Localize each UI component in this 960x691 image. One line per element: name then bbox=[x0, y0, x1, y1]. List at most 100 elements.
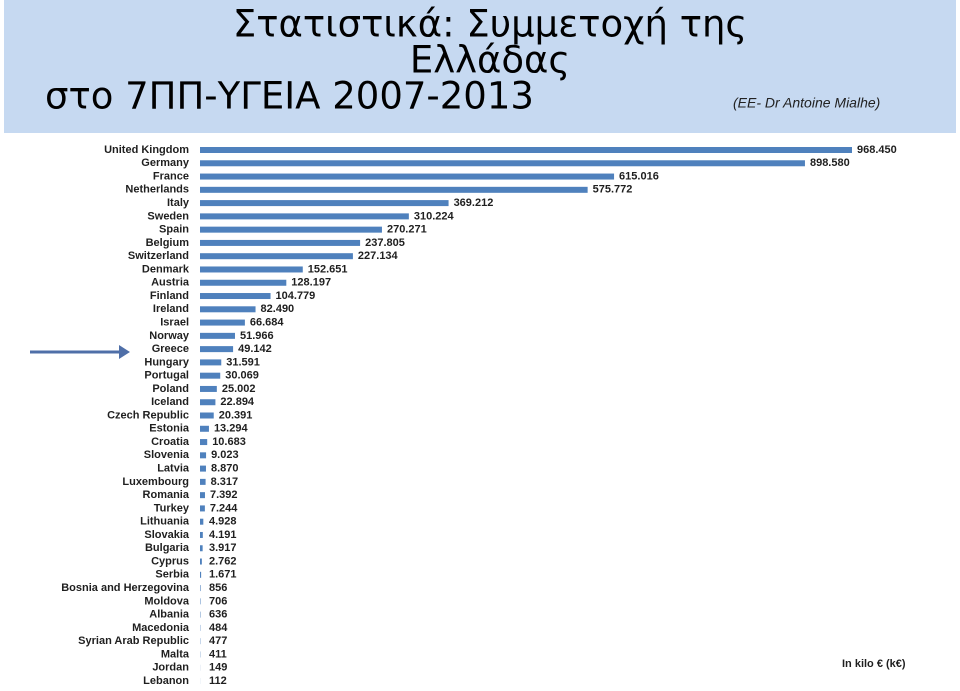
bar bbox=[200, 279, 287, 286]
category-label: Luxembourg bbox=[122, 476, 189, 488]
bar bbox=[200, 186, 588, 193]
bar bbox=[200, 531, 203, 538]
value-label: 8.317 bbox=[211, 476, 239, 488]
bar bbox=[200, 465, 206, 472]
category-label: Hungary bbox=[144, 356, 190, 368]
bar bbox=[200, 200, 449, 207]
bar bbox=[200, 545, 203, 552]
category-label: Lithuania bbox=[140, 516, 190, 528]
greece-arrow bbox=[30, 345, 130, 359]
bar bbox=[200, 147, 852, 153]
bar bbox=[200, 253, 353, 260]
value-label: 22.894 bbox=[220, 396, 255, 408]
bar bbox=[200, 412, 214, 419]
value-label: 856 bbox=[209, 582, 227, 594]
category-label: Austria bbox=[151, 277, 190, 289]
unit-note: In kilo € (k€) bbox=[842, 658, 906, 670]
category-label: Croatia bbox=[151, 436, 190, 448]
category-label: Norway bbox=[149, 330, 190, 342]
value-label: 237.805 bbox=[365, 237, 405, 249]
category-label: Malta bbox=[161, 648, 190, 660]
value-label: 152.651 bbox=[308, 263, 348, 275]
category-label: Romania bbox=[143, 489, 190, 501]
value-label: 270.271 bbox=[387, 224, 427, 236]
category-label: Israel bbox=[160, 316, 189, 328]
category-label: Portugal bbox=[144, 370, 189, 382]
value-label: 66.684 bbox=[250, 316, 285, 328]
category-label: Syrian Arab Republic bbox=[78, 635, 189, 647]
bar bbox=[200, 319, 245, 326]
category-label: Macedonia bbox=[132, 622, 190, 634]
value-label: 484 bbox=[209, 622, 228, 634]
arrow-head bbox=[119, 345, 130, 359]
category-label: Bosnia and Herzegovina bbox=[61, 582, 190, 594]
category-label: Sweden bbox=[147, 210, 189, 222]
category-label: United Kingdom bbox=[104, 144, 189, 156]
bar bbox=[200, 346, 234, 353]
value-label: 477 bbox=[209, 635, 227, 647]
value-label: 7.244 bbox=[210, 502, 238, 514]
value-label: 636 bbox=[209, 609, 227, 621]
title-line: στο 7ΠΠ-ΥΓΕΙΑ 2007-2013 bbox=[45, 75, 534, 118]
title-line: Στατιστικά: Συμμετοχή της bbox=[233, 3, 747, 46]
bar bbox=[200, 439, 208, 446]
bar bbox=[200, 518, 204, 525]
category-label: Germany bbox=[141, 157, 190, 169]
bar bbox=[200, 266, 303, 273]
bar bbox=[200, 226, 382, 233]
value-label: 227.134 bbox=[358, 250, 399, 262]
bar bbox=[200, 160, 805, 167]
category-label: Latvia bbox=[157, 463, 190, 475]
value-label: 615.016 bbox=[619, 170, 659, 182]
bar bbox=[200, 492, 205, 499]
value-label: 149 bbox=[209, 662, 227, 674]
value-label: 51.966 bbox=[240, 330, 274, 342]
value-label: 30.069 bbox=[225, 370, 259, 382]
bar bbox=[200, 173, 615, 180]
title-line: Ελλάδας bbox=[410, 39, 570, 82]
bar bbox=[200, 213, 409, 220]
value-label: 10.683 bbox=[212, 436, 246, 448]
bar bbox=[200, 372, 221, 379]
bar bbox=[200, 585, 201, 592]
value-label: 9.023 bbox=[211, 449, 239, 461]
bar bbox=[200, 293, 271, 300]
value-label: 898.580 bbox=[810, 157, 850, 169]
value-label: 2.762 bbox=[209, 555, 237, 567]
category-label: Ireland bbox=[153, 303, 189, 315]
bar bbox=[200, 385, 217, 392]
value-label: 112 bbox=[209, 675, 227, 687]
value-label: 3.917 bbox=[209, 542, 237, 554]
value-label: 25.002 bbox=[222, 383, 256, 395]
header-band bbox=[4, 0, 956, 133]
category-label: Moldova bbox=[144, 595, 189, 607]
value-label: 575.772 bbox=[593, 184, 633, 196]
value-label: 13.294 bbox=[214, 423, 249, 435]
value-label: 4.928 bbox=[209, 516, 237, 528]
value-label: 128.197 bbox=[291, 277, 331, 289]
value-label: 49.142 bbox=[238, 343, 272, 355]
value-label: 706 bbox=[209, 595, 227, 607]
category-label: Bulgaria bbox=[145, 542, 190, 554]
category-label: Finland bbox=[150, 290, 189, 302]
value-label: 7.392 bbox=[210, 489, 238, 501]
value-label: 411 bbox=[209, 648, 227, 660]
category-label: Lebanon bbox=[143, 675, 189, 687]
category-label: Belgium bbox=[146, 237, 190, 249]
bar bbox=[200, 332, 235, 339]
category-label: Iceland bbox=[151, 396, 189, 408]
value-label: 1.671 bbox=[209, 569, 237, 581]
category-label: Spain bbox=[159, 224, 189, 236]
value-label: 20.391 bbox=[219, 409, 253, 421]
subtitle: (ΕΕ- Dr Antoine Mialhe) bbox=[733, 95, 880, 111]
category-label: Jordan bbox=[152, 662, 189, 674]
category-label: Slovakia bbox=[144, 529, 190, 541]
category-label: Netherlands bbox=[125, 184, 189, 196]
bar bbox=[200, 505, 205, 512]
bar bbox=[200, 399, 216, 406]
category-label: Estonia bbox=[149, 423, 190, 435]
bar bbox=[200, 571, 202, 578]
category-label: Denmark bbox=[142, 263, 190, 275]
bar bbox=[200, 478, 206, 485]
